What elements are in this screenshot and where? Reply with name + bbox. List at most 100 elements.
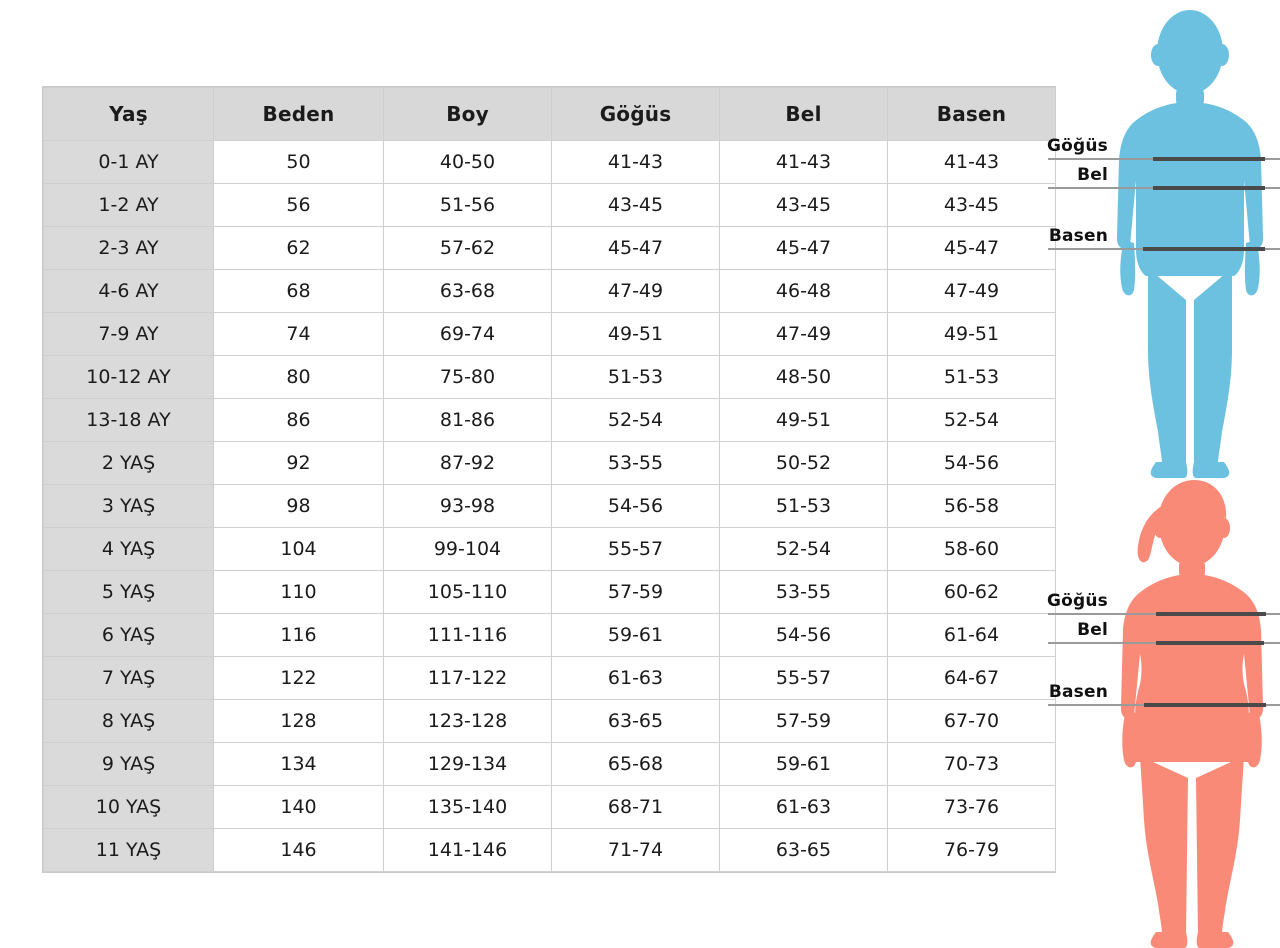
cell-boy: 40-50 [383,140,552,184]
cell-beden: 92 [213,441,384,485]
cell-gogus: 54-56 [551,484,720,528]
cell-bel: 54-56 [719,613,888,657]
cell-beden: 50 [213,140,384,184]
cell-basen: 61-64 [887,613,1056,657]
cell-age: 5 YAŞ [43,570,214,614]
cell-basen: 70-73 [887,742,1056,786]
cell-bel: 50-52 [719,441,888,485]
column-header-bel: Bel [719,87,888,141]
table-row: 2-3 AY 62 57-62 45-47 45-47 45-47 [43,226,1056,270]
cell-boy: 117-122 [383,656,552,700]
cell-bel: 46-48 [719,269,888,313]
cell-beden: 74 [213,312,384,356]
table-body: 0-1 AY 50 40-50 41-43 41-43 41-43 1-2 AY 56 51-5… [43,140,1056,872]
boy-silhouette-icon [1116,10,1264,478]
table-row: 8 YAŞ 128 123-128 63-65 57-59 67-70 [43,699,1056,743]
cell-boy: 111-116 [383,613,552,657]
cell-basen: 49-51 [887,312,1056,356]
cell-beden: 146 [213,828,384,872]
girl-figure-block: Göğüs Bel Basen [1040,468,1280,948]
cell-beden: 104 [213,527,384,571]
cell-boy: 75-80 [383,355,552,399]
cell-age: 4-6 AY [43,269,214,313]
cell-basen: 56-58 [887,484,1056,528]
size-chart-table: Yaş Beden Boy Göğüs Bel Basen 0-1 AY 50 40… [43,87,1056,872]
cell-age: 3 YAŞ [43,484,214,528]
cell-gogus: 53-55 [551,441,720,485]
table-header-row: Yaş Beden Boy Göğüs Bel Basen [43,87,1056,141]
cell-basen: 45-47 [887,226,1056,270]
cell-age: 8 YAŞ [43,699,214,743]
cell-basen: 52-54 [887,398,1056,442]
cell-beden: 122 [213,656,384,700]
cell-age: 0-1 AY [43,140,214,184]
cell-boy: 81-86 [383,398,552,442]
cell-basen: 47-49 [887,269,1056,313]
table-row: 10-12 AY 80 75-80 51-53 48-50 51-53 [43,355,1056,399]
girl-hip-bar [1144,703,1266,707]
cell-age: 7 YAŞ [43,656,214,700]
table-header: Yaş Beden Boy Göğüs Bel Basen [43,87,1056,141]
table-row: 7-9 AY 74 69-74 49-51 47-49 49-51 [43,312,1056,356]
table-row: 9 YAŞ 134 129-134 65-68 59-61 70-73 [43,742,1056,786]
cell-basen: 67-70 [887,699,1056,743]
cell-boy: 63-68 [383,269,552,313]
table-row: 4-6 AY 68 63-68 47-49 46-48 47-49 [43,269,1056,313]
boy-waist-label: Bel [1077,165,1108,185]
column-header-boy: Boy [383,87,552,141]
cell-gogus: 51-53 [551,355,720,399]
cell-bel: 52-54 [719,527,888,571]
cell-bel: 61-63 [719,785,888,829]
cell-gogus: 45-47 [551,226,720,270]
girl-hip-label: Basen [1048,682,1108,702]
cell-beden: 140 [213,785,384,829]
cell-basen: 58-60 [887,527,1056,571]
cell-beden: 116 [213,613,384,657]
cell-age: 7-9 AY [43,312,214,356]
cell-age: 9 YAŞ [43,742,214,786]
cell-bel: 43-45 [719,183,888,227]
cell-bel: 45-47 [719,226,888,270]
cell-gogus: 55-57 [551,527,720,571]
cell-basen: 43-45 [887,183,1056,227]
cell-gogus: 68-71 [551,785,720,829]
girl-chest-label: Göğüs [1046,591,1108,611]
table-row: 10 YAŞ 140 135-140 68-71 61-63 73-76 [43,785,1056,829]
cell-gogus: 63-65 [551,699,720,743]
cell-beden: 128 [213,699,384,743]
cell-age: 11 YAŞ [43,828,214,872]
boy-hip-label: Basen [1048,226,1108,246]
cell-gogus: 49-51 [551,312,720,356]
cell-gogus: 61-63 [551,656,720,700]
girl-waist-label: Bel [1077,620,1108,640]
table-row: 5 YAŞ 110 105-110 57-59 53-55 60-62 [43,570,1056,614]
cell-age: 13-18 AY [43,398,214,442]
cell-basen: 54-56 [887,441,1056,485]
table-row: 3 YAŞ 98 93-98 54-56 51-53 56-58 [43,484,1056,528]
column-header-beden: Beden [213,87,384,141]
cell-bel: 47-49 [719,312,888,356]
boy-figure-block: Göğüs Bel Basen [1040,0,1280,480]
cell-bel: 53-55 [719,570,888,614]
table-row: 1-2 AY 56 51-56 43-45 43-45 43-45 [43,183,1056,227]
cell-beden: 80 [213,355,384,399]
cell-age: 10-12 AY [43,355,214,399]
cell-bel: 41-43 [719,140,888,184]
table-row: 2 YAŞ 92 87-92 53-55 50-52 54-56 [43,441,1056,485]
cell-basen: 41-43 [887,140,1056,184]
size-chart-table-container: Yaş Beden Boy Göğüs Bel Basen 0-1 AY 50 40… [42,86,1056,873]
cell-boy: 69-74 [383,312,552,356]
figures-panel: Göğüs Bel Basen [1040,0,1280,948]
cell-beden: 110 [213,570,384,614]
boy-hip-bar [1143,247,1265,251]
cell-gogus: 43-45 [551,183,720,227]
cell-boy: 129-134 [383,742,552,786]
cell-gogus: 47-49 [551,269,720,313]
girl-chest-bar [1156,612,1266,616]
cell-boy: 57-62 [383,226,552,270]
column-header-basen: Basen [887,87,1056,141]
cell-gogus: 41-43 [551,140,720,184]
column-header-gogus: Göğüs [551,87,720,141]
cell-gogus: 65-68 [551,742,720,786]
cell-bel: 57-59 [719,699,888,743]
